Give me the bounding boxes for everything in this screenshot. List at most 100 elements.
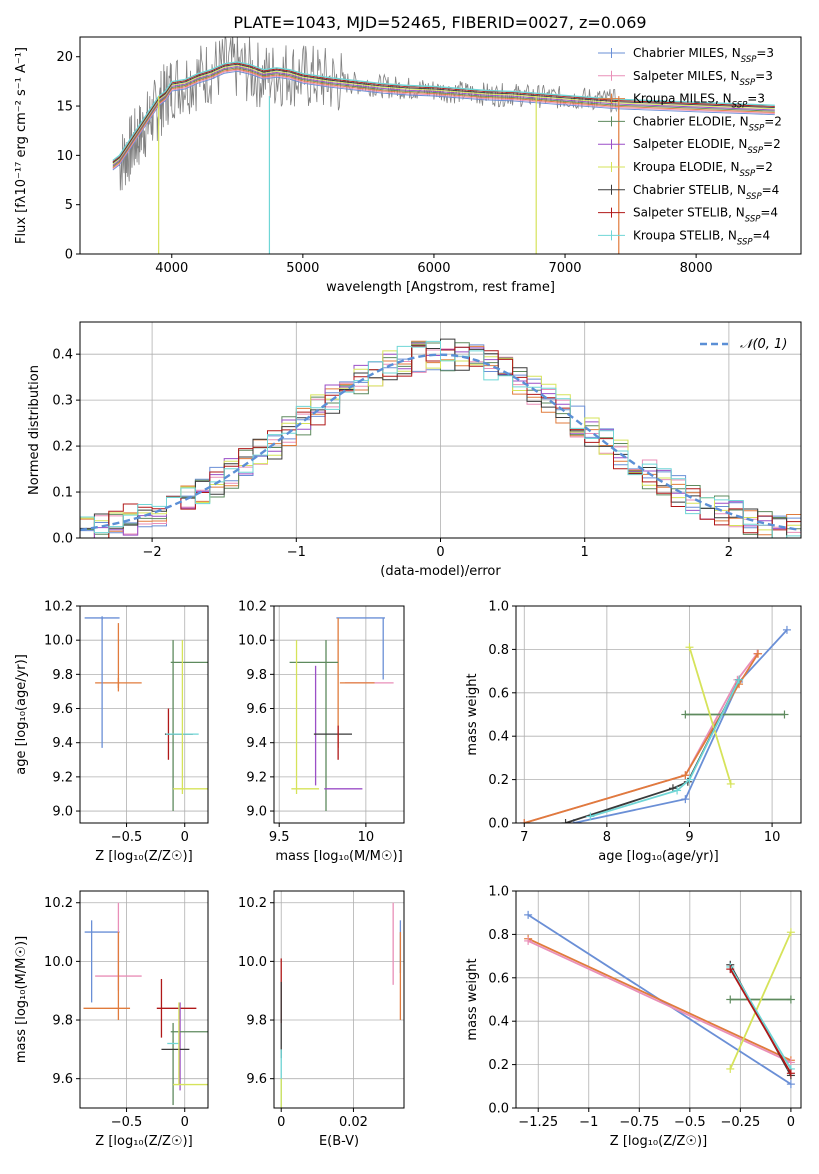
y-tick-label: 0.0 [488, 1102, 509, 1117]
y-tick-label: 0.8 [488, 643, 509, 658]
weight-line [729, 931, 792, 1070]
legend-label: Salpeter ELODIE, NSSP=2 [633, 137, 781, 156]
histogram-step [80, 340, 801, 538]
x-tick-label: 10 [358, 830, 375, 845]
y-tick-label: 10.2 [238, 600, 267, 615]
spectrum-frame [79, 36, 802, 255]
x-tick-label: 10 [764, 830, 781, 845]
y-tick-label: 10.2 [44, 600, 73, 615]
y-tick-label: 10.2 [238, 896, 267, 911]
legend-label: Kroupa STELIB, NSSP=4 [633, 228, 770, 247]
y-tick-label: 9.4 [246, 736, 267, 751]
weight-line [565, 679, 740, 823]
legend-label: Chabrier ELODIE, NSSP=2 [633, 114, 782, 133]
weight-vs-Z-frame [515, 890, 802, 1109]
y-tick-label: 0.6 [488, 971, 509, 986]
weight-line [573, 629, 788, 823]
weight-vs-age-plot-area [520, 625, 791, 823]
weight-vs-age-xlabel: age [log₁₀(age/yr)] [598, 849, 719, 864]
legend-label: Salpeter STELIB, NSSP=4 [633, 206, 778, 225]
y-tick-label: 0.2 [488, 1058, 509, 1073]
y-tick-label: 9.0 [52, 805, 73, 820]
x-tick-label: 0 [436, 545, 444, 560]
mass-vs-EBV-xlabel: E(B-V) [319, 1134, 359, 1149]
spectrum-legend: Chabrier MILES, NSSP=3 Salpeter MILES, NS… [598, 46, 782, 247]
y-tick-label: 9.4 [52, 736, 73, 751]
age-vs-mass-xlabel: mass [log₁₀(M/M☉)] [275, 849, 402, 864]
figure-title: PLATE=1043, MJD=52465, FIBERID=0027, z=0… [233, 13, 646, 32]
y-tick-label: 0.2 [52, 440, 73, 455]
legend-label: Chabrier STELIB, NSSP=4 [633, 183, 779, 202]
y-tick-label: 9.8 [246, 1014, 267, 1029]
data-spectrum-line [118, 37, 617, 191]
y-tick-label: 0.2 [488, 773, 509, 788]
model-spectrum-line [112, 69, 775, 170]
legend-label: Salpeter MILES, NSSP=3 [633, 69, 773, 88]
x-tick-label: −0.5 [111, 830, 143, 845]
weight-line [527, 937, 792, 1062]
x-tick-label: 2 [725, 545, 733, 560]
weight-vs-age-ylabel: mass weight [465, 673, 480, 755]
y-tick-label: 0.4 [488, 730, 509, 745]
x-tick-label: 9 [685, 830, 693, 845]
mass-vs-Z-frame [79, 890, 209, 1109]
weight-vs-Z-xlabel: Z [log₁₀(Z/Z☉)] [610, 1134, 707, 1149]
x-tick-label: 6000 [417, 261, 450, 276]
y-tick-label: 0.4 [52, 348, 73, 363]
mass-vs-EBV-panel: 0 0.02 9.6 9.8 10.0 10.2 E(B-V) [238, 890, 405, 1149]
x-tick-label: −0.25 [720, 1115, 760, 1130]
x-tick-label: −1 [579, 1115, 598, 1130]
y-tick-label: 10.0 [238, 955, 267, 970]
x-tick-label: −2 [143, 545, 162, 560]
spectrum-xlabel: wavelength [Angstrom, rest frame] [326, 280, 555, 295]
y-tick-label: 0.4 [488, 1015, 509, 1030]
residuals-panel: −2 −1 0 1 2 0.0 0.1 0.2 0.3 0.4 (data-model)/error… [27, 321, 802, 579]
y-tick-label: 0.6 [488, 686, 509, 701]
x-tick-label: 0 [181, 1115, 189, 1130]
age-vs-mass-frame [273, 605, 405, 824]
x-tick-label: −0.75 [619, 1115, 659, 1130]
y-tick-label: 10.0 [238, 634, 267, 649]
weight-line [590, 679, 740, 818]
x-tick-label: −0.5 [674, 1115, 706, 1130]
y-tick-label: 9.0 [246, 805, 267, 820]
x-tick-label: 0 [787, 1115, 795, 1130]
x-tick-label: 5000 [286, 261, 319, 276]
y-tick-label: 1.0 [488, 600, 509, 615]
model-spectrum-line [112, 67, 775, 167]
x-tick-label: 0 [181, 830, 189, 845]
y-tick-label: 0.3 [52, 394, 73, 409]
y-tick-label: 0.0 [488, 817, 509, 832]
x-tick-label: 7000 [548, 261, 581, 276]
x-tick-label: −0.5 [111, 1115, 143, 1130]
age-vs-mass-plot-area [289, 617, 394, 812]
y-tick-label: 0.1 [52, 486, 73, 501]
mass-vs-Z-xlabel: Z [log₁₀(Z/Z☉)] [95, 1134, 192, 1149]
y-tick-label: 10 [56, 149, 73, 164]
y-tick-label: 10.0 [44, 634, 73, 649]
weight-line [729, 968, 792, 1074]
age-vs-Z-ylabel: age [log₁₀(age/yr)] [14, 654, 29, 775]
x-tick-label: 8 [603, 830, 611, 845]
x-tick-label: 0.02 [339, 1115, 368, 1130]
y-tick-label: 9.6 [52, 1072, 73, 1087]
model-spectrum-line [112, 63, 775, 164]
y-tick-label: 9.6 [246, 702, 267, 717]
spectrum-panel: 4000 5000 6000 7000 8000 0 5 10 15 20 wavelength [… [14, 36, 802, 295]
weight-line [527, 940, 792, 1064]
age-vs-mass-panel: 9.5 10 9.0 9.2 9.4 9.6 9.8 10.0 10.2 mass [log₁₀(… [238, 600, 405, 864]
x-tick-label: −1 [287, 545, 306, 560]
legend-label: Chabrier MILES, NSSP=3 [633, 46, 774, 65]
y-tick-label: 5 [65, 198, 73, 213]
x-tick-label: 4000 [155, 261, 188, 276]
histogram-step [80, 343, 801, 538]
weight-vs-Z-ylabel: mass weight [465, 958, 480, 1040]
mass-vs-Z-panel: −0.5 0 9.6 9.8 10.0 10.2 Z [log₁₀(Z/Z☉)] mass [… [14, 890, 209, 1149]
weight-line [524, 653, 759, 823]
legend-label: Kroupa ELODIE, NSSP=2 [633, 160, 773, 179]
age-vs-Z-frame [79, 605, 209, 824]
x-tick-label: 8000 [680, 261, 713, 276]
y-tick-label: 0 [65, 248, 73, 263]
